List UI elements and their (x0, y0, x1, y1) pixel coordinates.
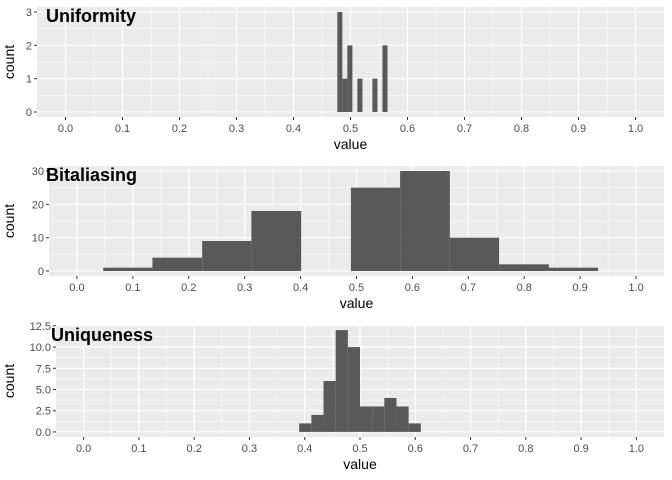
y-tick-label: 1 (26, 74, 32, 86)
x-tick-label: 0.3 (229, 123, 244, 135)
histogram-bar (335, 330, 348, 432)
histogram-bar (499, 264, 549, 271)
x-tick-label: 0.6 (408, 443, 423, 455)
x-tick-label: 0.6 (405, 282, 420, 294)
y-tick-label: 30 (32, 166, 44, 178)
x-tick-label: 0.9 (572, 282, 587, 294)
x-tick-label: 0.8 (518, 443, 533, 455)
histogram-bar (202, 241, 252, 271)
histogram-bar (350, 187, 401, 271)
y-tick-label: 12.5 (30, 321, 51, 333)
histogram-bar (299, 423, 312, 432)
histogram-bar (372, 406, 385, 432)
histogram-panel-bitaliasing: 0.0 0.1 0.2 0.3 0.4 0.5 0.6 0.7 0.8 0.9 1.0 0 10 20 30… (1, 165, 664, 311)
histogram-bar (357, 78, 363, 112)
y-tick-label: 0 (38, 266, 44, 278)
histogram-bar (396, 406, 409, 432)
y-tick-label: 3 (26, 7, 32, 19)
panel-title: Bitaliasing (46, 165, 137, 185)
x-tick-label: 0.3 (242, 443, 257, 455)
histogram-bar (251, 211, 302, 271)
x-tick-label: 0.7 (463, 443, 478, 455)
x-tick-label: 1.0 (629, 443, 644, 455)
histogram-panel-uniformity: 0.0 0.1 0.2 0.3 0.4 0.5 0.6 0.7 0.8 0.9 1.0 0 1 2 3 val… (1, 6, 664, 152)
histogram-bar (152, 257, 203, 271)
x-tick-label: 0.5 (349, 282, 364, 294)
x-tick-label: 0.0 (69, 282, 84, 294)
x-tick-label: 0.3 (237, 282, 252, 294)
y-axis-title: count (1, 45, 17, 79)
y-tick-label: 2.5 (36, 406, 51, 418)
histogram-bar (548, 267, 599, 271)
y-tick-label: 7.5 (36, 363, 51, 375)
x-tick-label: 0.9 (573, 443, 588, 455)
x-tick-label: 0.4 (297, 443, 312, 455)
y-tick-label: 10 (32, 233, 44, 245)
histogram-bar (311, 414, 324, 432)
histogram-bar (382, 45, 388, 113)
x-tick-label: 0.9 (571, 123, 586, 135)
histogram-bar (360, 406, 373, 432)
x-axis-title: value (343, 456, 377, 472)
x-tick-label: 0.5 (352, 443, 367, 455)
x-tick-label: 0.5 (343, 123, 358, 135)
y-axis-title: count (1, 364, 17, 398)
x-tick-label: 0.1 (131, 443, 146, 455)
histogram-bar (372, 78, 378, 112)
histogram-bar (342, 78, 348, 112)
x-tick-label: 0.0 (58, 123, 73, 135)
y-tick-label: 0 (26, 107, 32, 119)
x-tick-label: 0.2 (187, 443, 202, 455)
y-tick-label: 0.0 (36, 427, 51, 439)
panel-title: Uniformity (46, 6, 136, 26)
x-tick-label: 0.1 (125, 282, 140, 294)
histogram-panel-uniqueness: 0.0 0.1 0.2 0.3 0.4 0.5 0.6 0.7 0.8 0.9 1.0 0.0 2.5 5… (1, 321, 664, 472)
histogram-bar (384, 397, 397, 432)
x-tick-label: 0.1 (115, 123, 130, 135)
histogram-bar (408, 423, 421, 432)
x-tick-label: 0.4 (286, 123, 301, 135)
x-tick-label: 0.4 (293, 282, 308, 294)
x-tick-label: 0.7 (457, 123, 472, 135)
y-axis-title: count (1, 204, 17, 238)
histogram-bar (323, 381, 336, 432)
x-axis-title: value (340, 295, 374, 311)
histogram-bar (400, 171, 450, 271)
y-tick-label: 10.0 (30, 342, 51, 354)
y-tick-label: 2 (26, 40, 32, 52)
x-tick-label: 0.8 (514, 123, 529, 135)
y-tick-label: 20 (32, 199, 44, 211)
histogram-bar (103, 267, 153, 271)
x-axis-title: value (334, 136, 368, 152)
x-tick-label: 0.7 (461, 282, 476, 294)
x-tick-label: 0.6 (400, 123, 415, 135)
x-tick-label: 0.8 (517, 282, 532, 294)
histogram-bar (347, 347, 360, 432)
histogram-bar (347, 45, 353, 113)
x-tick-label: 1.0 (628, 123, 643, 135)
x-tick-label: 0.2 (181, 282, 196, 294)
histogram-bar (337, 12, 343, 112)
x-tick-label: 1.0 (628, 282, 643, 294)
histogram-bar (449, 237, 500, 271)
y-tick-label: 5.0 (36, 384, 51, 396)
x-tick-label: 0.2 (172, 123, 187, 135)
x-tick-label: 0.0 (76, 443, 91, 455)
panel-title: Uniqueness (51, 325, 153, 345)
